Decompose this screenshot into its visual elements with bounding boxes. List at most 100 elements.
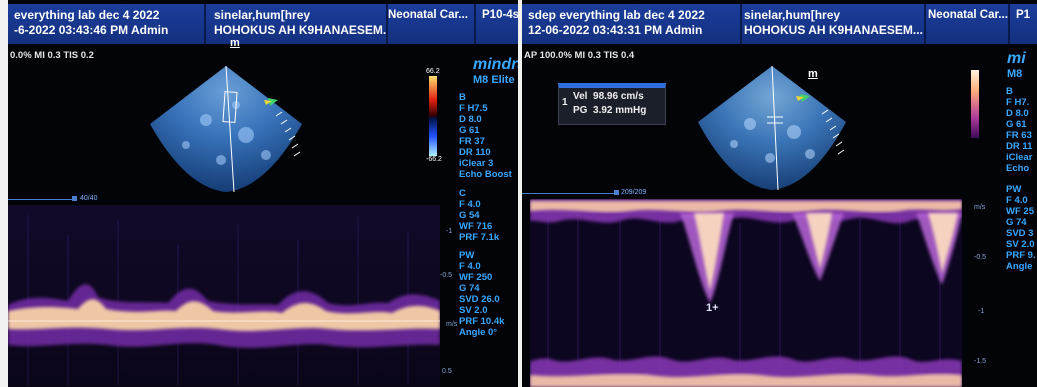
- left-doppler-line: [225, 65, 235, 193]
- left-axis-plus05: 0.5: [442, 368, 452, 375]
- left-colorbar: [429, 76, 437, 156]
- right-b-param: iClear: [1006, 152, 1033, 163]
- left-lab-title: everything lab dec 4 2022: [14, 8, 160, 22]
- left-b-param: DR 110: [459, 147, 491, 158]
- left-b-param: F H7.5: [459, 103, 488, 114]
- left-b-param: D 8.0: [459, 114, 482, 125]
- left-doppler-spectrum: [8, 205, 440, 387]
- left-c-param: C: [459, 188, 466, 199]
- right-probe: P1: [1016, 9, 1031, 21]
- right-header-bar: sdep everything lab dec 4 2022 12-06-202…: [522, 4, 1037, 44]
- left-b-param: Echo Boost: [459, 169, 512, 180]
- right-exam: Neonatal Car...: [922, 4, 1010, 44]
- left-b-param: B: [459, 92, 466, 103]
- right-pg-value: 3.92 mmHg: [593, 105, 647, 116]
- left-b-param: iClear 3: [459, 158, 494, 169]
- left-ultrasound-screen: everything lab dec 4 2022 -6-2022 03:43:…: [8, 0, 518, 387]
- right-lab-title: sdep everything lab dec 4 2022: [528, 8, 705, 22]
- left-c-param: WF 716: [459, 221, 493, 232]
- right-header-lab-cell: sdep everything lab dec 4 2022 12-06-202…: [522, 4, 742, 44]
- right-vel-label: Vel: [573, 91, 588, 102]
- right-pw-param: SVD 3: [1006, 228, 1034, 239]
- left-spectrum-core: [8, 299, 440, 331]
- right-brand-name: mi: [1007, 50, 1026, 67]
- left-exam: Neonatal Car...: [382, 4, 476, 44]
- left-brand-name: mindra: [473, 56, 518, 73]
- right-measurement-cursor: 1+: [706, 302, 719, 314]
- left-pw-params: PW F 4.0 WF 250 G 74 SVD 26.0 SV 2.0 PRF…: [459, 250, 504, 338]
- right-spectrum-top-core: [530, 201, 962, 213]
- right-b-param: Echo: [1006, 163, 1030, 174]
- right-sector-fan: [698, 66, 846, 190]
- right-pw-params: PW F 4.0 WF 25 G 74 SVD 3 SV 2.0 PRF 9. …: [1006, 184, 1036, 272]
- left-sample-box: [222, 91, 238, 123]
- right-status-line: AP 100.0% MI 0.3 TIS 0.4: [524, 50, 635, 61]
- left-pw-param: WF 250: [459, 272, 493, 283]
- right-orientation-marker: [800, 94, 810, 102]
- left-datetime: -6-2022 03:43:46 PM Admin: [14, 23, 169, 37]
- left-axis-minus1: -1: [446, 228, 453, 235]
- left-pw-param: SV 2.0: [459, 305, 488, 316]
- left-probe: P10-4s: [482, 9, 518, 21]
- left-header-lab-cell: everything lab dec 4 2022 -6-2022 03:43:…: [8, 4, 206, 44]
- right-brand: mi M8: [1007, 50, 1026, 80]
- right-b-params: B F H7. D 8.0 G 61 FR 63 DR 11 iClear Ec…: [1006, 86, 1032, 174]
- left-colorbar-top-label: 66.2: [426, 68, 440, 75]
- right-axis-ms: m/s: [974, 204, 986, 211]
- left-timeline-track: [8, 199, 74, 200]
- left-pw-param: PW: [459, 250, 475, 261]
- left-pw-param: G 74: [459, 283, 480, 294]
- right-axis-minus05: -0.5: [974, 254, 987, 261]
- right-measurement-pg: PG 3.92 mmHg: [563, 104, 661, 118]
- right-b-param: F H7.: [1006, 97, 1030, 108]
- right-patient-name: sinelar,hum[hrey: [744, 8, 841, 22]
- left-track-label: 40/40: [80, 195, 98, 202]
- right-timeline-thumb: [614, 190, 619, 195]
- left-header-patient-cell: sinelar,hum[hrey HOHOKUS AH K9HANAESEM..…: [208, 4, 388, 44]
- left-logo-mark: m: [230, 37, 240, 49]
- right-b-param: DR 11: [1006, 141, 1033, 152]
- left-status-line: 0.0% MI 0.3 TIS 0.2: [10, 50, 94, 61]
- right-b-param: G 61: [1006, 119, 1027, 130]
- right-b-param: B: [1006, 86, 1013, 97]
- right-patient-id: HOHOKUS AH K9HANAESEM...: [744, 23, 923, 37]
- left-b-params: B F H7.5 D 8.0 G 61 FR 37 DR 110 iClear …: [459, 92, 512, 180]
- right-datetime: 12-06-2022 03:43:31 PM Admin: [528, 23, 703, 37]
- right-measurement-index: 1: [562, 97, 568, 108]
- left-patient-name: sinelar,hum[hrey: [214, 8, 311, 22]
- right-ultrasound-screen: sdep everything lab dec 4 2022 12-06-202…: [522, 0, 1037, 387]
- left-colorbar-bottom-label: -66.2: [426, 156, 442, 163]
- left-brand: mindra M8 Elite: [473, 56, 518, 86]
- left-pw-param: F 4.0: [459, 261, 481, 272]
- left-pw-param: PRF 10.4k: [459, 316, 505, 327]
- left-c-param: G 54: [459, 210, 480, 221]
- left-b-param: FR 37: [459, 136, 485, 147]
- left-axis-minus05: -0.5: [440, 272, 453, 279]
- right-pw-param: WF 25: [1006, 206, 1034, 217]
- right-doppler-line: [771, 65, 779, 191]
- left-timeline-thumb: [72, 196, 77, 201]
- right-pg-label: PG: [573, 105, 588, 116]
- right-b-param: D 8.0: [1006, 108, 1029, 119]
- right-brand-model: M8: [1007, 68, 1023, 80]
- left-axis-ms: m/s: [446, 321, 458, 328]
- left-sector-fan: [150, 66, 302, 192]
- left-patient-id: HOHOKUS AH K9HANAESEM...: [214, 23, 388, 37]
- right-pw-param: PW: [1006, 184, 1022, 195]
- right-pw-param: PRF 9.: [1006, 250, 1036, 261]
- left-header-bar: everything lab dec 4 2022 -6-2022 03:43:…: [8, 4, 518, 44]
- right-axis-minus1: -1: [978, 308, 985, 315]
- right-measurement-box: 1 Vel 98.96 cm/s PG 3.92 mmHg: [558, 83, 666, 125]
- left-c-params: C F 4.0 G 54 WF 716 PRF 7.1k: [459, 188, 499, 243]
- left-c-param: PRF 7.1k: [459, 232, 500, 243]
- right-spectrum-bottom-core: [530, 373, 962, 387]
- right-axis-minus15: -1.5: [974, 358, 987, 365]
- right-colorbar: [971, 70, 979, 138]
- right-track-label: 209/209: [621, 189, 647, 196]
- right-pw-param: G 74: [1006, 217, 1027, 228]
- left-pw-param: Angle 0°: [459, 327, 498, 338]
- right-timeline-track: [522, 193, 614, 194]
- left-brand-model: M8 Elite: [473, 74, 515, 86]
- right-measurement-vel: Vel 98.96 cm/s: [563, 90, 661, 104]
- left-sector-image: [150, 65, 302, 193]
